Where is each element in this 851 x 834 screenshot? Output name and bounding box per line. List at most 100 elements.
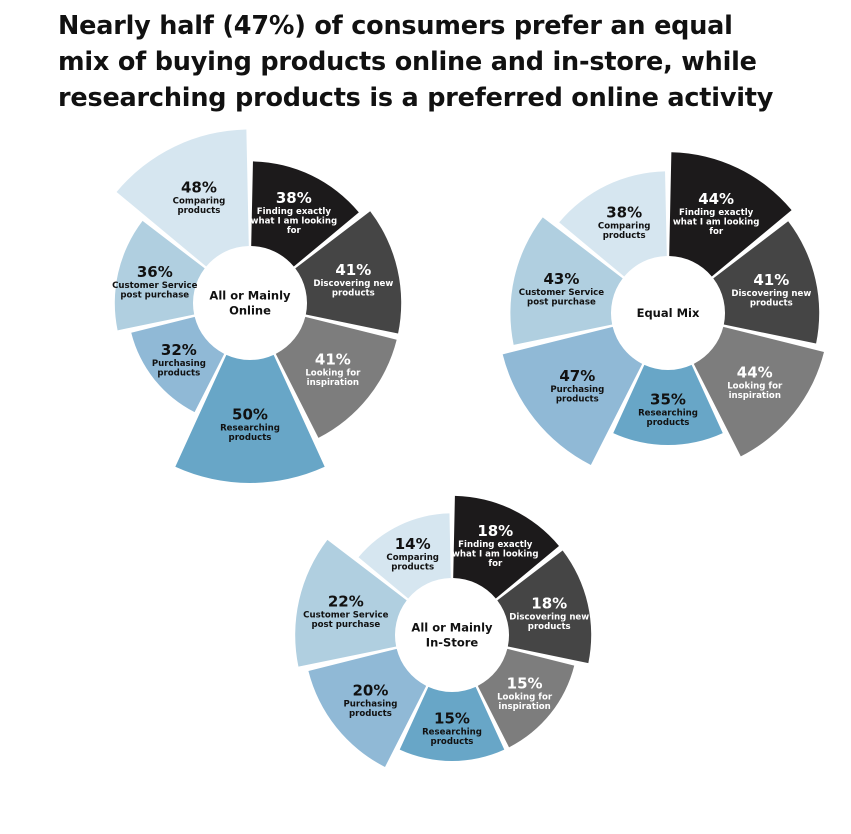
slice-category-label: products [391, 562, 434, 572]
slice-value-label: 18% [531, 594, 567, 612]
slice-category-label: Finding exactly [458, 540, 533, 550]
slice-value-label: 41% [315, 351, 351, 369]
slice-customer-service [114, 220, 205, 331]
slice-category-label: products [528, 622, 571, 632]
slice-category-label: what I am looking [452, 549, 539, 559]
slice-comparing [358, 513, 451, 599]
slice-category-label: Purchasing [343, 700, 397, 710]
slice-category-label: Customer Service [519, 288, 604, 298]
slice-category-label: Purchasing [550, 385, 604, 395]
slice-value-label: 22% [328, 592, 364, 610]
slice-category-label: post purchase [120, 290, 189, 300]
center-circle [399, 582, 505, 688]
slice-inspiration [693, 326, 824, 457]
slice-inspiration [477, 648, 575, 748]
center-label: All or Mainly [411, 621, 493, 635]
slice-value-label: 48% [181, 179, 217, 197]
slice-category-label: products [556, 394, 599, 404]
slice-value-label: 43% [543, 270, 579, 288]
slice-category-label: products [750, 298, 793, 308]
slice-value-label: 50% [232, 405, 268, 423]
slice-value-label: 44% [698, 190, 734, 208]
slice-category-label: Looking for [727, 382, 783, 392]
title-line-2: mix of buying products online and in-sto… [58, 47, 757, 77]
slice-category-label: products [603, 231, 646, 241]
slice-value-label: 32% [161, 341, 197, 359]
slice-customer-service [510, 217, 623, 345]
slice-category-label: Researching [638, 409, 698, 419]
slice-category-label: products [431, 737, 474, 747]
slice-finding [453, 495, 559, 599]
slice-category-label: what I am looking [251, 216, 338, 226]
slice-inspiration [275, 316, 397, 438]
slice-category-label: products [349, 709, 392, 719]
slice-category-label: for [488, 559, 503, 569]
slice-category-label: inspiration [307, 378, 359, 388]
slice-researching [613, 364, 723, 445]
slice-discovering [497, 550, 592, 664]
title-line-3: researching products is a preferred onli… [58, 83, 774, 113]
slice-value-label: 15% [434, 709, 470, 727]
slice-value-label: 41% [335, 261, 371, 279]
slice-category-label: post purchase [311, 620, 380, 630]
slice-value-label: 38% [606, 204, 642, 222]
slice-value-label: 36% [137, 263, 173, 281]
slice-category-label: products [157, 369, 200, 379]
slice-category-label: Comparing [173, 197, 226, 207]
slice-category-label: Researching [422, 727, 482, 737]
slice-category-label: products [332, 288, 375, 298]
page-title: Nearly half (47%) of consumers prefer an… [58, 8, 798, 116]
slice-category-label: for [287, 226, 302, 236]
slice-value-label: 41% [753, 271, 789, 289]
slice-category-label: Purchasing [152, 359, 206, 369]
center-circle [197, 250, 303, 356]
slice-category-label: products [229, 433, 272, 443]
slice-value-label: 35% [650, 391, 686, 409]
slice-category-label: for [709, 227, 724, 237]
slice-value-label: 44% [737, 364, 773, 382]
slice-category-label: Discovering new [731, 289, 811, 299]
slice-customer-service [295, 539, 407, 667]
slice-value-label: 38% [276, 189, 312, 207]
center-circle [615, 260, 721, 366]
slice-discovering [713, 221, 820, 344]
center-label: All or Mainly [209, 289, 291, 303]
slice-category-label: products [647, 418, 690, 428]
slice-category-label: Discovering new [509, 612, 589, 622]
slice-value-label: 15% [507, 674, 543, 692]
slice-discovering [295, 211, 402, 334]
slice-researching [175, 354, 325, 484]
slice-category-label: products [178, 206, 221, 216]
slice-category-label: Looking for [305, 369, 361, 379]
slice-finding [251, 161, 359, 267]
slice-category-label: post purchase [527, 298, 596, 308]
slice-category-label: Researching [220, 423, 280, 433]
slice-category-label: Customer Service [303, 610, 388, 620]
slice-value-label: 47% [559, 367, 595, 385]
slice-category-label: Comparing [598, 222, 651, 232]
slice-category-label: Discovering new [313, 279, 393, 289]
slice-category-label: what I am looking [673, 217, 760, 227]
slice-category-label: Finding exactly [679, 208, 754, 218]
title-line-1: Nearly half (47%) of consumers prefer an… [58, 11, 733, 41]
slice-value-label: 14% [395, 535, 431, 553]
slice-purchasing [502, 326, 643, 465]
center-label: In-Store [426, 636, 479, 650]
slice-category-label: Comparing [386, 553, 439, 563]
slice-category-label: inspiration [498, 702, 550, 712]
center-label: Online [229, 304, 271, 318]
slice-comparing [559, 171, 667, 277]
slice-value-label: 20% [352, 682, 388, 700]
slice-category-label: Looking for [497, 692, 553, 702]
slice-category-label: Customer Service [112, 281, 197, 291]
slice-researching [399, 686, 505, 761]
slice-finding [669, 152, 792, 277]
slice-purchasing [131, 316, 225, 413]
center-label: Equal Mix [637, 306, 700, 320]
slice-category-label: Finding exactly [257, 207, 332, 217]
slice-purchasing [308, 648, 427, 767]
slice-category-label: inspiration [729, 391, 781, 401]
